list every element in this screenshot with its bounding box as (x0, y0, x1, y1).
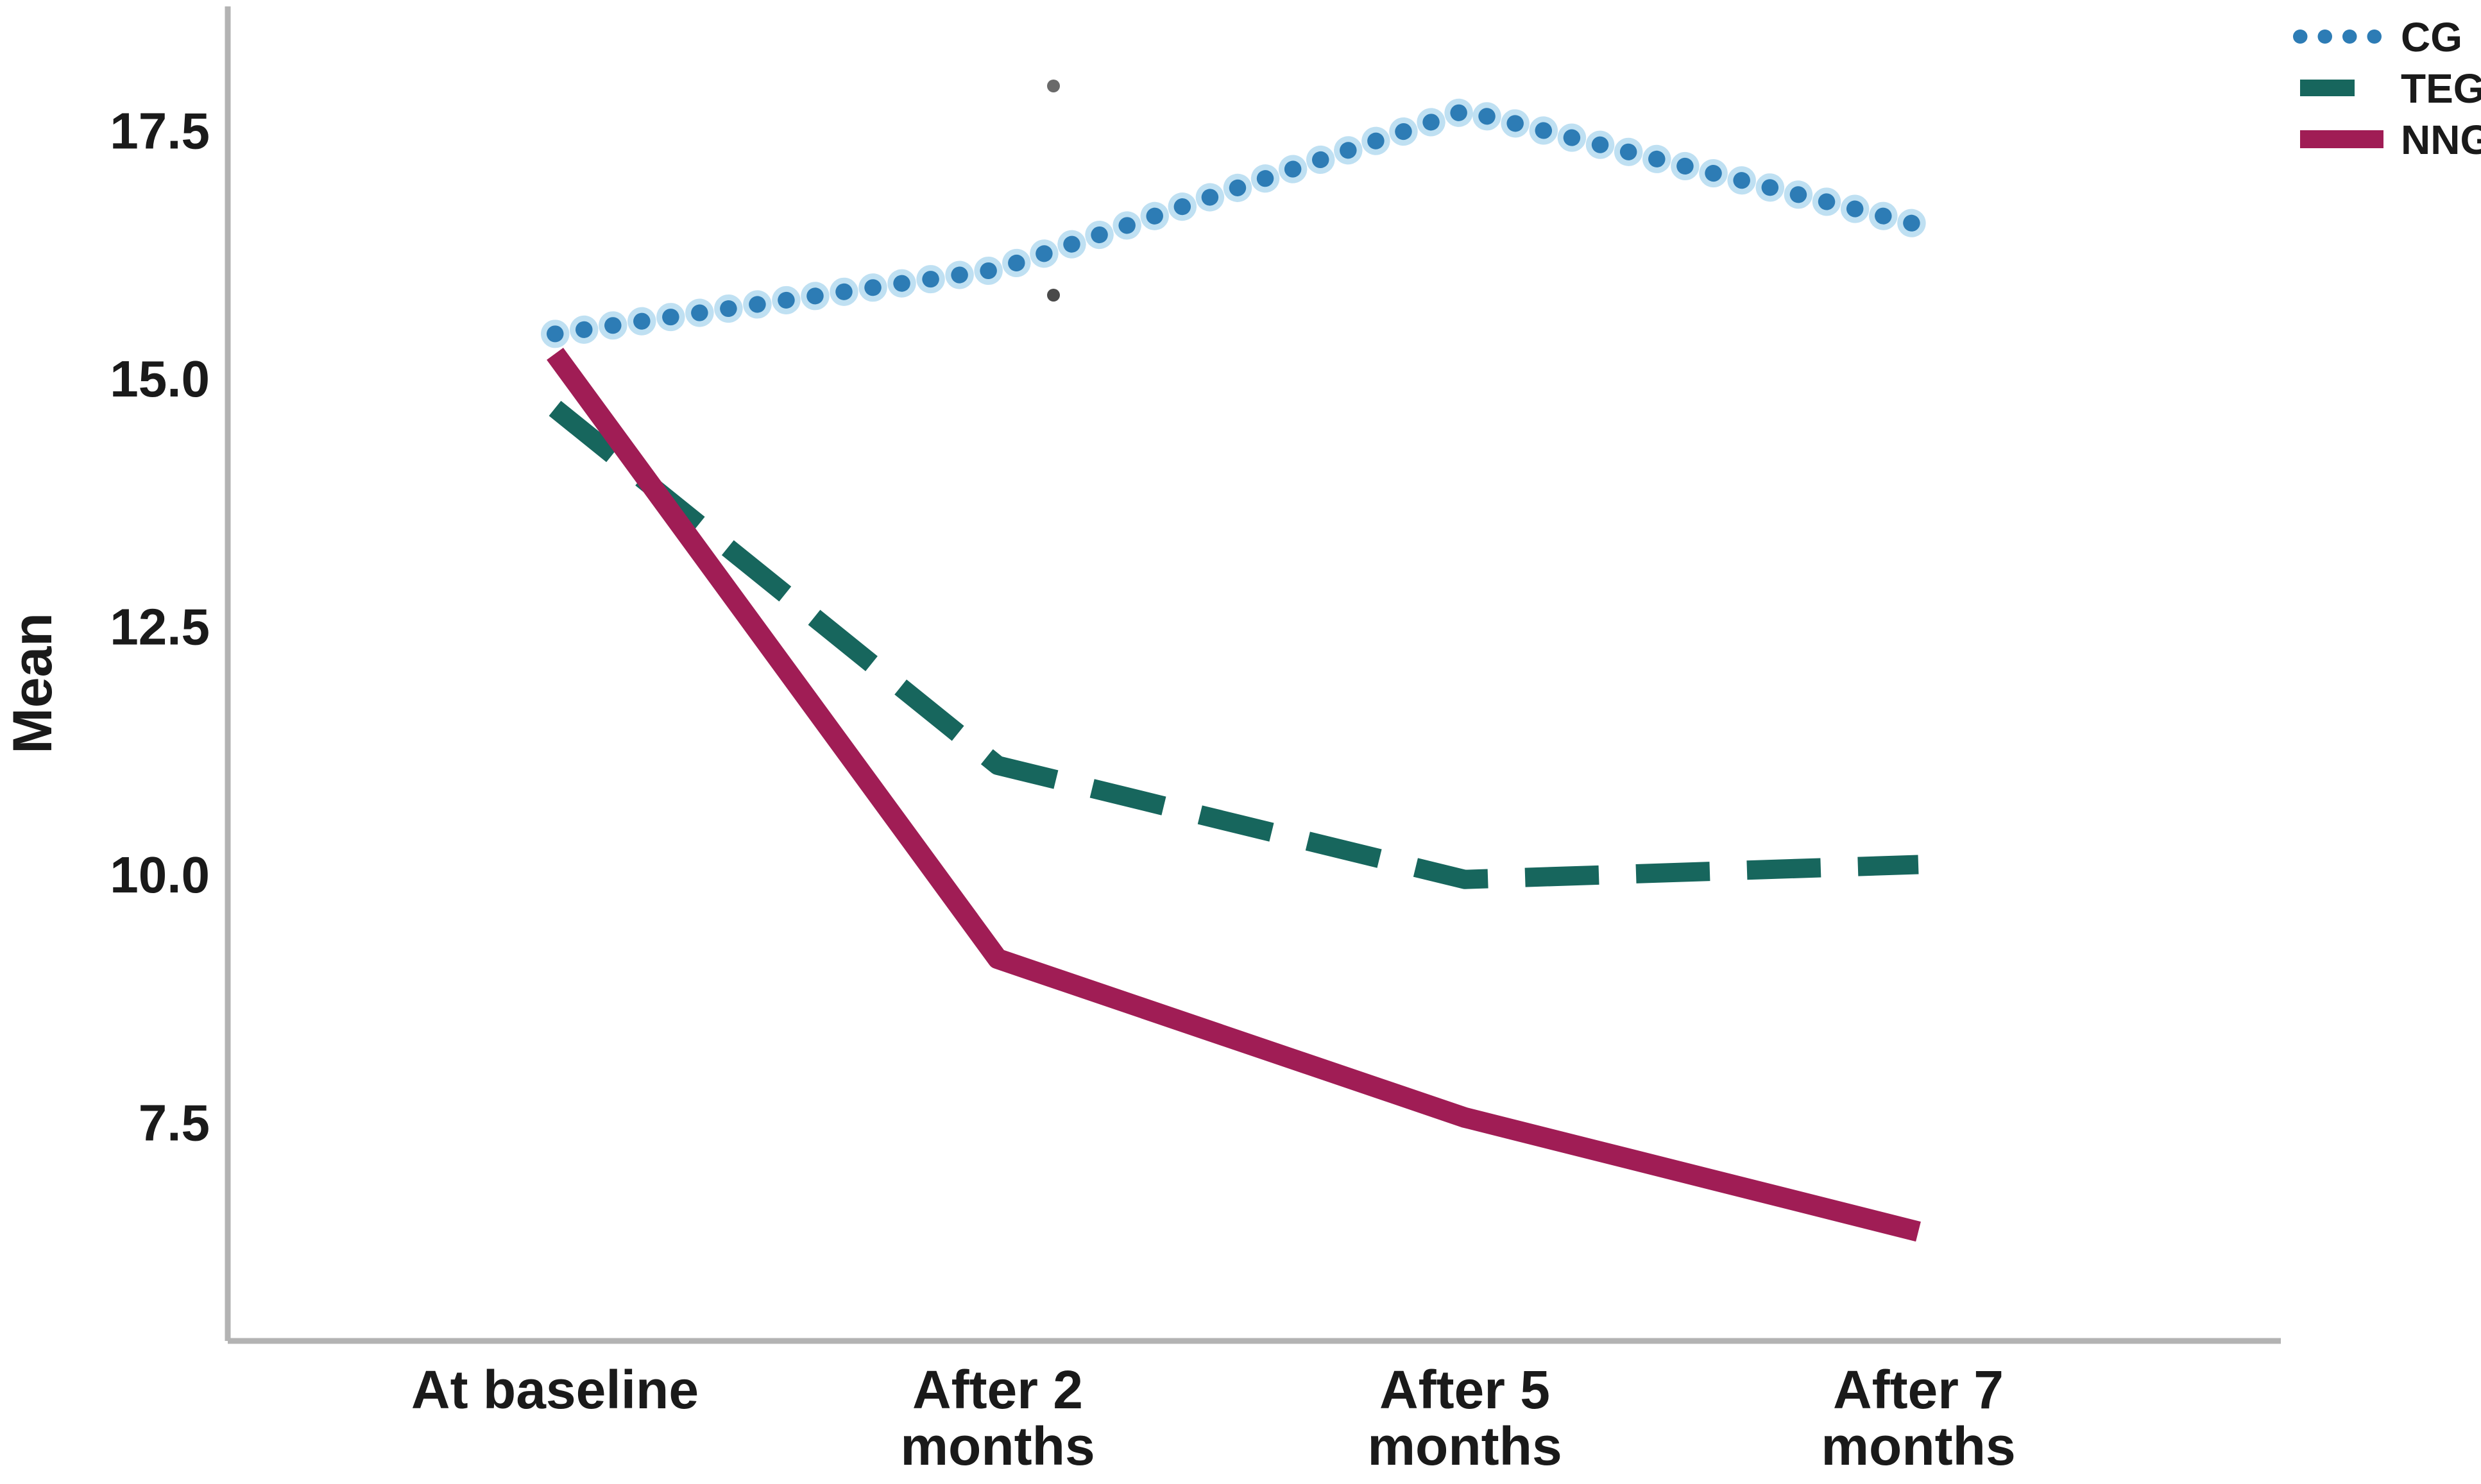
y-tick-label: 12.5 (110, 599, 210, 656)
series-line-TEG (549, 400, 1919, 889)
x-category-label: After 7 months (1821, 1360, 2015, 1476)
legend-label-TEG: TEG (2401, 65, 2481, 112)
legend-label-NNG: NNG (2401, 117, 2481, 163)
series-line-NNG (547, 347, 1921, 1242)
legend: CG TEG NNG (2293, 14, 2481, 163)
series-line-CG (547, 102, 1927, 343)
y-tick-label: 17.5 (110, 103, 210, 160)
artifact-dot (1047, 289, 1060, 302)
legend-label-CG: CG (2401, 14, 2462, 60)
x-category-label: After 5 months (1367, 1360, 1562, 1476)
x-category-label: At baseline (411, 1360, 699, 1420)
x-category-label: After 2 months (900, 1360, 1095, 1476)
y-axis-title: Mean (2, 613, 64, 754)
artifact-dot (1047, 80, 1060, 92)
y-tick-label: 10.0 (110, 846, 210, 903)
y-tick-label: 15.0 (110, 350, 210, 407)
y-tick-label: 7.5 (139, 1095, 210, 1152)
